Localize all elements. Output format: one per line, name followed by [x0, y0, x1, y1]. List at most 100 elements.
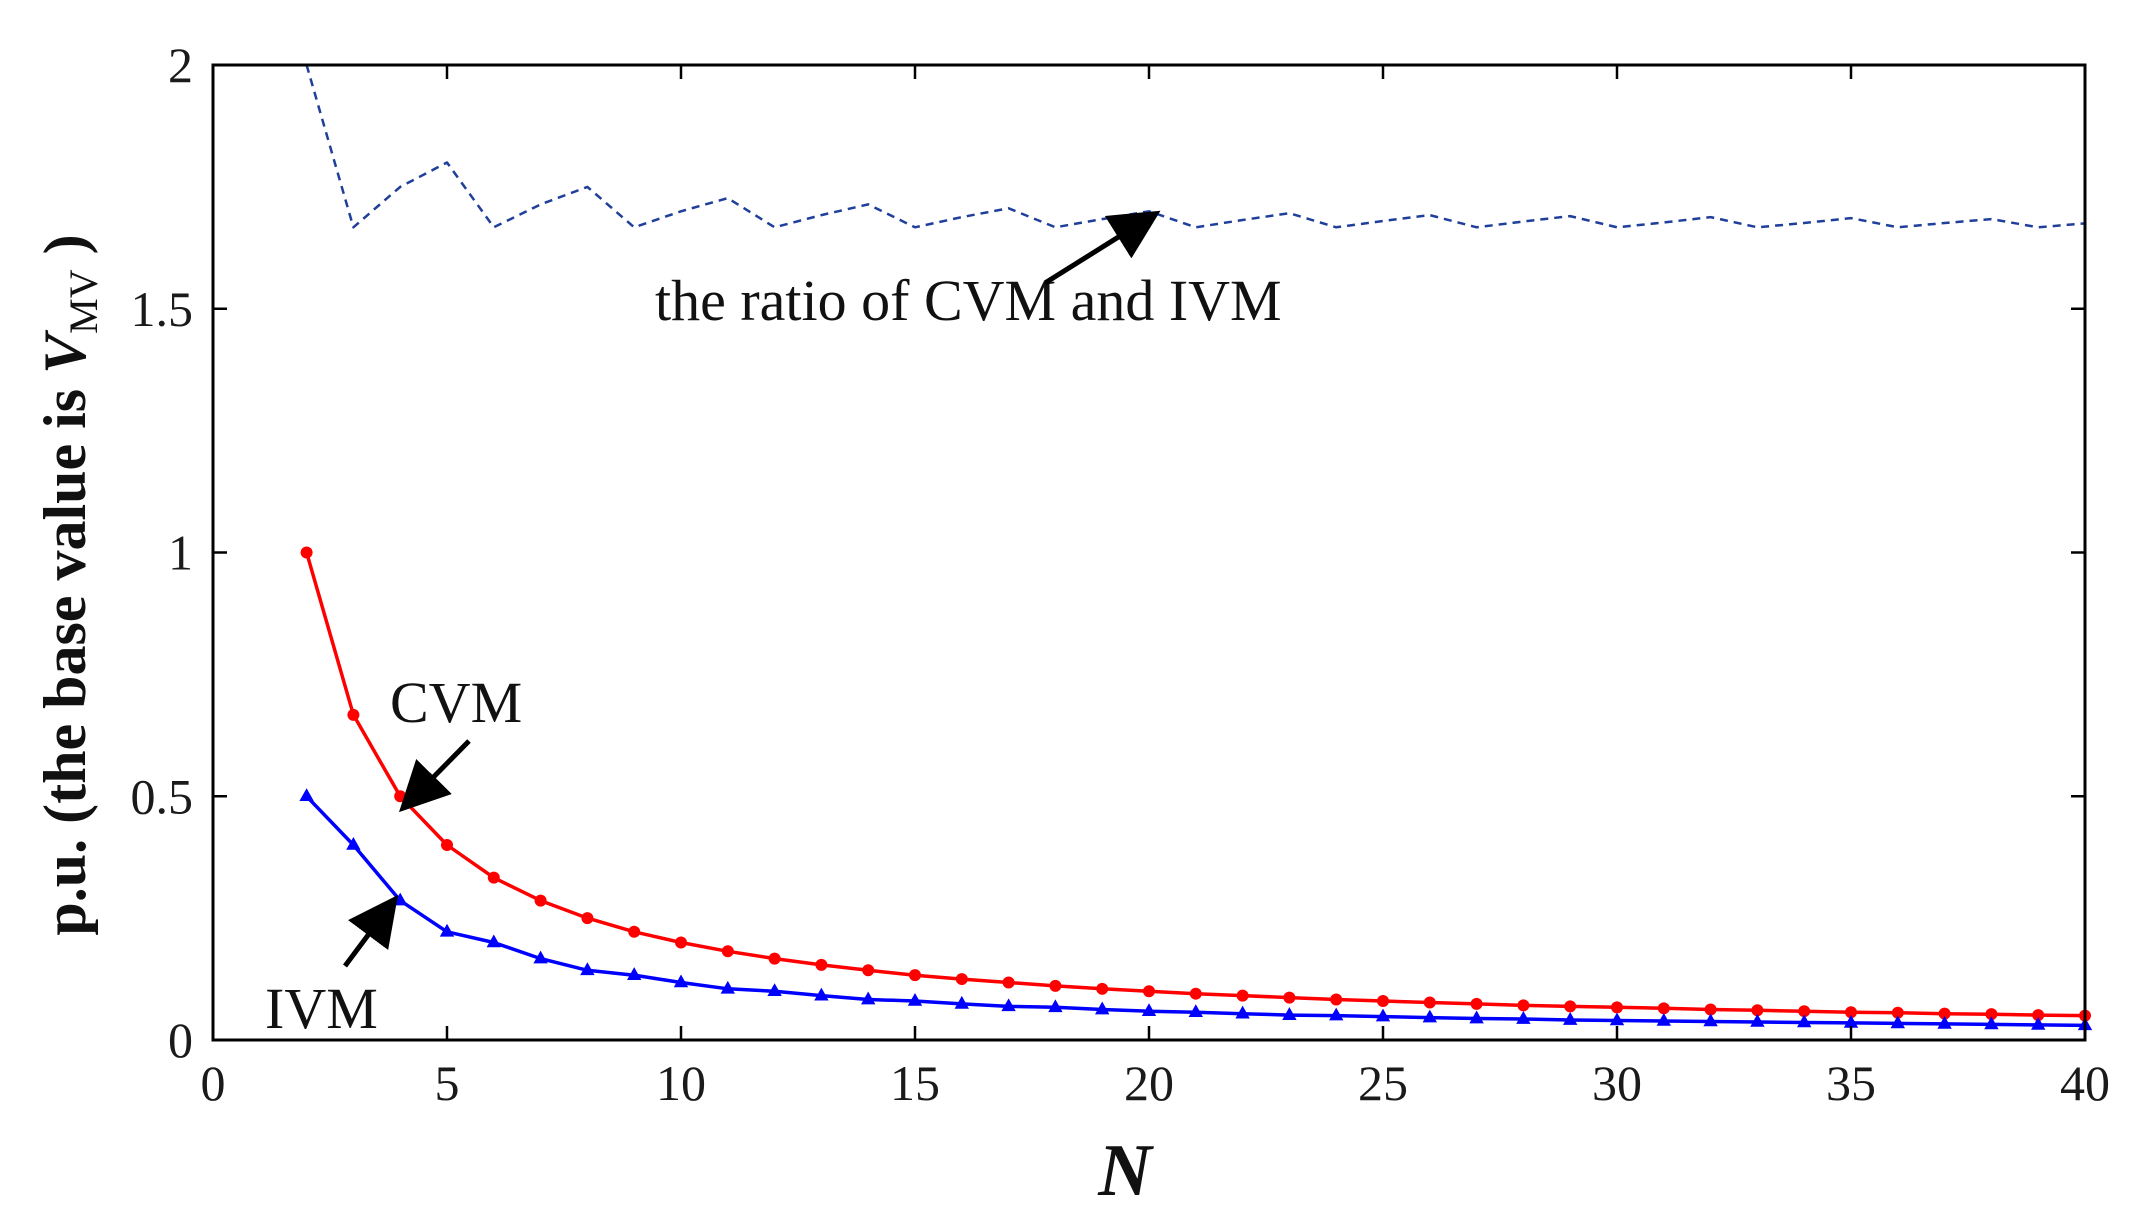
data-point-cvm: [581, 912, 594, 925]
x-tick-label: 35: [1826, 1055, 1876, 1111]
data-point-ivm: [1656, 1012, 1671, 1026]
data-point-ivm: [1469, 1010, 1484, 1024]
data-point-ivm: [1141, 1003, 1157, 1017]
data-point-ivm: [954, 995, 969, 1009]
annotation-arrow-cvm: [398, 739, 471, 813]
data-point-ivm: [907, 993, 923, 1006]
data-point-cvm: [1470, 997, 1483, 1010]
annotation-layer: the ratio of CVM and IVM CVM IVM: [265, 210, 1282, 1041]
data-point-ivm: [1984, 1016, 1999, 1030]
annotation-ivm: IVM: [265, 976, 378, 1041]
data-point-ivm: [1375, 1008, 1391, 1022]
data-point-ivm: [1609, 1012, 1625, 1026]
series-layer: [299, 64, 2093, 1031]
data-point-ivm: [1750, 1013, 1765, 1027]
data-point-cvm: [1845, 1006, 1857, 1019]
x-tick-label: 5: [435, 1055, 460, 1111]
data-point-cvm: [1564, 1000, 1577, 1013]
data-point-cvm: [1611, 1001, 1623, 1014]
data-point-cvm: [628, 925, 641, 938]
y-axis-label-subscript: MV: [61, 269, 106, 334]
data-point-cvm: [815, 958, 828, 971]
data-point-ivm: [1937, 1015, 1952, 1029]
data-point-ivm: [299, 788, 314, 802]
data-point-ivm: [533, 950, 548, 964]
x-tick-label: 20: [1124, 1055, 1174, 1111]
series-ivm: [299, 788, 2093, 1031]
data-point-cvm: [1985, 1008, 1998, 1021]
series-the-ratio-of-cvm-and-ivm: [305, 64, 2086, 229]
data-point-ivm: [1329, 1007, 1344, 1021]
data-point-ivm: [1188, 1004, 1203, 1018]
data-point-ivm: [1282, 1007, 1297, 1020]
data-point-ivm: [486, 934, 501, 948]
x-tick-label: 40: [2060, 1055, 2110, 1111]
data-point-cvm: [1143, 985, 1155, 998]
y-tick-label: 0.5: [131, 768, 194, 824]
data-point-cvm: [1377, 995, 1389, 1007]
annotation-arrow-the-ratio-of-cvm-and-ivm: [1043, 210, 1161, 286]
series-cvm: [300, 546, 2091, 1022]
data-point-cvm: [1423, 996, 1436, 1009]
y-tick-label: 0: [168, 1012, 193, 1068]
data-point-cvm: [955, 973, 968, 986]
data-point-cvm: [1049, 979, 1062, 992]
data-point-ivm: [1095, 1001, 1110, 1015]
series-line-cvm: [304, 552, 2086, 1018]
data-point-cvm: [1657, 1002, 1670, 1015]
data-point-cvm: [862, 964, 875, 977]
data-point-cvm: [909, 969, 921, 982]
data-point-cvm: [300, 546, 313, 559]
data-point-ivm: [767, 983, 782, 997]
data-point-cvm: [1891, 1006, 1904, 1019]
data-point-cvm: [441, 839, 453, 851]
data-point-ivm: [720, 980, 735, 994]
data-point-cvm: [1517, 999, 1530, 1012]
data-point-cvm: [1189, 987, 1202, 1000]
data-point-cvm: [768, 952, 781, 965]
series-line-the-ratio-of-cvm-and-ivm: [305, 64, 2086, 229]
data-point-cvm: [1704, 1003, 1717, 1016]
data-point-cvm: [394, 790, 407, 803]
data-point-ivm: [1890, 1015, 1905, 1029]
tick-layer: 0 5 10 15 20 25 30 35 40 0 0.5 1 1.5 2: [131, 37, 2111, 1111]
data-point-ivm: [1797, 1014, 1812, 1028]
data-point-ivm: [814, 987, 829, 1001]
data-point-ivm: [346, 837, 361, 850]
y-tick-label: 1: [168, 525, 193, 581]
data-point-ivm: [2031, 1016, 2046, 1030]
x-tick-label: 10: [656, 1055, 706, 1111]
data-point-cvm: [534, 894, 547, 907]
y-axis-label-suffix: ): [32, 234, 98, 269]
data-point-cvm: [2032, 1009, 2045, 1022]
annotation-the-ratio-of-cvm-and-ivm: the ratio of CVM and IVM: [655, 268, 1282, 333]
data-point-ivm: [1048, 999, 1063, 1013]
annotation-cvm: CVM: [390, 670, 522, 735]
data-point-ivm: [1843, 1014, 1859, 1028]
data-point-ivm: [627, 967, 642, 980]
data-point-cvm: [675, 936, 687, 949]
x-tick-label: 25: [1358, 1055, 1408, 1111]
y-axis-label: p.u. (the base value is VMV ): [32, 234, 106, 935]
data-point-cvm: [721, 945, 734, 958]
y-tick-label: 2: [168, 37, 193, 93]
data-point-ivm: [1516, 1011, 1531, 1024]
y-tick-label: 1.5: [131, 281, 194, 337]
data-point-ivm: [1235, 1005, 1250, 1019]
data-point-ivm: [1001, 998, 1016, 1012]
x-axis-label: N: [1097, 1130, 1154, 1212]
data-point-cvm: [1283, 991, 1296, 1004]
data-point-ivm: [673, 974, 689, 988]
x-tick-label: 30: [1592, 1055, 1642, 1111]
data-point-ivm: [439, 923, 455, 937]
data-point-cvm: [1330, 993, 1343, 1006]
data-point-cvm: [1751, 1004, 1764, 1017]
data-point-ivm: [1422, 1009, 1437, 1023]
data-point-ivm: [580, 962, 595, 976]
data-point-cvm: [1236, 989, 1249, 1002]
data-point-cvm: [1096, 982, 1109, 995]
x-tick-label: 0: [201, 1055, 226, 1111]
data-point-cvm: [1002, 976, 1015, 989]
data-point-ivm: [1703, 1013, 1718, 1027]
